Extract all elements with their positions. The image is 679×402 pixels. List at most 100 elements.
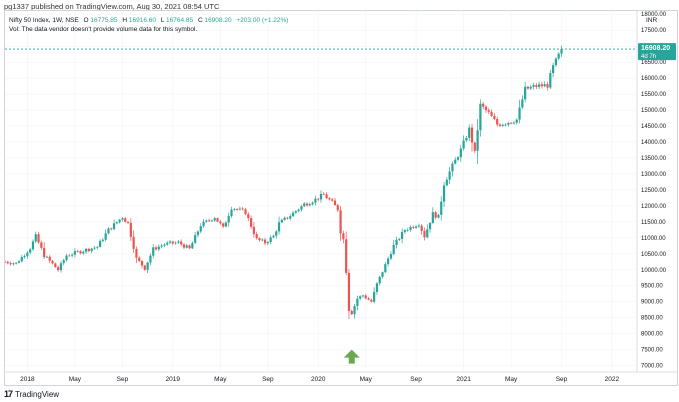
candle — [104, 229, 107, 242]
candle — [440, 196, 443, 221]
candle — [163, 243, 166, 248]
candle — [208, 218, 211, 223]
candle — [177, 239, 180, 245]
time-tick-label: May — [214, 376, 227, 383]
candle — [319, 190, 323, 203]
candle — [68, 254, 71, 257]
candle — [426, 224, 429, 239]
candle — [356, 295, 359, 311]
candle — [515, 118, 518, 125]
candle — [370, 298, 373, 303]
time-tick-label: 2022 — [605, 376, 620, 383]
currency-label: INR — [646, 17, 658, 24]
candle — [373, 287, 376, 304]
candle — [289, 213, 292, 221]
candle — [487, 107, 490, 115]
candle — [48, 255, 51, 264]
candle — [73, 248, 77, 258]
candle — [359, 295, 362, 301]
chart-frame[interactable]: 7000.00 7500.00 8000.00 8500.00 9000.00 9500.… — [4, 10, 678, 386]
legend-c-label: C — [198, 17, 203, 24]
candle — [34, 231, 37, 244]
candle — [395, 236, 398, 249]
price-tick-label: 7500.00 — [641, 348, 663, 354]
price-tick-label: 12500.00 — [641, 188, 667, 194]
candle — [283, 216, 286, 221]
price-tick-label: 8500.00 — [641, 316, 663, 322]
candle — [540, 81, 544, 89]
price-badge-value: 16908.20 — [641, 45, 670, 52]
legend-symbol: Nifty 50 Index, 1W, NSE — [9, 17, 79, 24]
candle — [157, 244, 160, 252]
candle — [456, 155, 460, 162]
candle — [392, 240, 395, 256]
candle — [238, 206, 242, 211]
candle — [213, 216, 216, 222]
price-tick-label: 13500.00 — [641, 156, 667, 162]
candle — [160, 243, 163, 249]
candle — [280, 218, 283, 224]
publish-header: pg1337 published on TradingView.com, Aug… — [4, 2, 220, 11]
candlestick-chart[interactable]: 7000.00 7500.00 8000.00 8500.00 9000.00 9500.… — [5, 11, 677, 385]
candle — [381, 271, 384, 279]
candle — [414, 225, 418, 229]
candle — [247, 212, 250, 222]
candle — [317, 197, 320, 202]
candle — [115, 221, 118, 225]
price-tick-label: 12000.00 — [641, 204, 667, 210]
candle — [400, 228, 404, 244]
candle — [347, 269, 351, 319]
legend-close: 16908.20 — [204, 17, 231, 24]
candle — [143, 264, 146, 271]
candle — [154, 245, 158, 251]
footer: 17 TradingView — [4, 388, 59, 400]
candle — [43, 242, 46, 260]
candle — [353, 303, 356, 319]
candle — [132, 230, 135, 253]
price-tick-label: 16500.00 — [641, 60, 667, 66]
candle — [554, 57, 558, 68]
candle — [249, 215, 253, 230]
candle — [297, 208, 300, 213]
candle — [526, 85, 530, 90]
candle — [180, 239, 183, 247]
candle — [194, 231, 197, 244]
candle — [350, 309, 353, 315]
candle — [275, 229, 278, 239]
candle — [442, 182, 446, 207]
price-tick-label: 7000.00 — [641, 364, 663, 370]
legend-low: 16764.85 — [166, 17, 193, 24]
candle — [5, 260, 7, 263]
tradingview-logo-icon: 17 — [4, 389, 13, 399]
candle — [87, 247, 90, 253]
candle — [322, 191, 325, 196]
candle — [476, 119, 479, 164]
candle — [311, 201, 314, 206]
legend-high: 16916.60 — [129, 17, 156, 24]
candle — [535, 82, 538, 89]
legend-volume-note: Vol: The data vendor doesn't provide vol… — [9, 26, 197, 33]
price-tick-label: 10000.00 — [641, 268, 667, 274]
candle — [62, 258, 65, 266]
candle — [216, 217, 219, 223]
candle — [345, 231, 348, 276]
legend-o-label: O — [84, 17, 89, 24]
candle — [496, 116, 499, 127]
candle — [23, 254, 26, 259]
candle — [417, 223, 420, 229]
candle — [171, 240, 174, 246]
candle — [378, 275, 381, 286]
legend-h-label: H — [122, 17, 127, 24]
price-axis: 7000.00 7500.00 8000.00 8500.00 9000.00 9500.… — [641, 12, 667, 369]
candle — [468, 124, 471, 142]
candle — [482, 101, 485, 110]
price-badge-countdown: 4d 7h — [641, 54, 656, 60]
candle — [121, 217, 124, 222]
candle — [277, 216, 281, 235]
candle — [493, 113, 496, 121]
candle — [538, 81, 541, 90]
candle — [560, 45, 563, 57]
candle — [29, 247, 32, 255]
price-tick-label: 14000.00 — [641, 140, 667, 146]
candle — [84, 247, 88, 255]
